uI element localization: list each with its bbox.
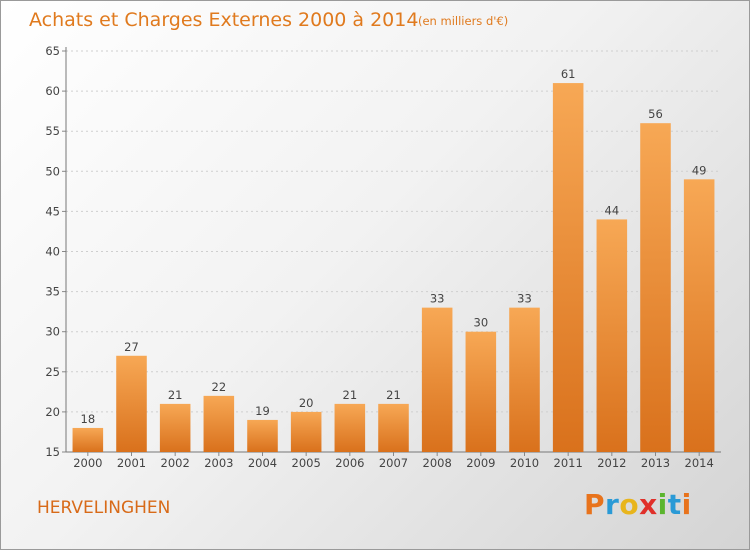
- x-tick-label: 2009: [466, 456, 495, 470]
- data-label: 18: [81, 412, 96, 426]
- y-tick-label: 40: [45, 245, 60, 259]
- y-tick-label: 60: [45, 84, 60, 98]
- bar-2014: [683, 179, 715, 452]
- proxiti-logo: Proxiti: [584, 488, 692, 521]
- y-tick-label: 35: [45, 285, 60, 299]
- y-tick-label: 25: [45, 365, 60, 379]
- bar-2000: [72, 427, 104, 452]
- x-tick-label: 2011: [554, 456, 583, 470]
- bar-2009: [465, 331, 497, 452]
- logo-letter: i: [681, 488, 692, 521]
- y-tick-label: 20: [45, 405, 60, 419]
- chart-subtitle: (en milliers d'€): [418, 14, 509, 28]
- logo-letter: x: [639, 488, 658, 521]
- bar-2003: [203, 395, 235, 452]
- data-label: 19: [255, 404, 270, 418]
- bar-2005: [290, 411, 322, 452]
- x-tick-label: 2012: [597, 456, 626, 470]
- data-label: 21: [386, 388, 401, 402]
- bar-2010: [509, 307, 540, 452]
- x-tick-label: 2001: [117, 456, 146, 470]
- chart-title: Achats et Charges Externes 2000 à 2014: [29, 9, 419, 31]
- x-tick-label: 2005: [292, 456, 321, 470]
- x-tick-label: 2004: [248, 456, 277, 470]
- bar-2004: [247, 419, 278, 452]
- data-label: 49: [692, 163, 707, 177]
- data-label: 22: [212, 380, 227, 394]
- logo-letter: o: [619, 488, 640, 521]
- x-tick-label: 2014: [685, 456, 714, 470]
- y-tick-label: 50: [45, 164, 60, 178]
- bar-2013: [640, 123, 671, 453]
- x-tick-label: 2013: [641, 456, 670, 470]
- bar-2007: [378, 403, 409, 452]
- bar-2012: [596, 219, 628, 452]
- y-tick-label: 45: [45, 204, 60, 218]
- x-tick-label: 2002: [161, 456, 190, 470]
- data-label: 56: [648, 107, 663, 121]
- data-label: 44: [605, 203, 620, 217]
- logo-letter: i: [657, 488, 668, 521]
- y-tick-label: 30: [45, 325, 60, 339]
- x-tick-label: 2008: [423, 456, 452, 470]
- x-tick-label: 2007: [379, 456, 408, 470]
- data-label: 21: [168, 388, 183, 402]
- data-label: 27: [124, 340, 139, 354]
- bar-2008: [421, 307, 453, 452]
- data-label: 33: [430, 292, 445, 306]
- data-label: 30: [474, 316, 489, 330]
- bar-2011: [552, 83, 584, 452]
- logo-letter: t: [667, 488, 682, 521]
- x-tick-label: 2010: [510, 456, 539, 470]
- logo-letter: P: [584, 488, 606, 521]
- x-tick-label: 2003: [204, 456, 233, 470]
- commune-name: HERVELINGHEN: [37, 498, 171, 518]
- y-tick-label: 15: [45, 445, 60, 459]
- x-tick-label: 2006: [335, 456, 364, 470]
- data-label: 20: [299, 396, 314, 410]
- bar-2006: [334, 403, 366, 452]
- logo-letter: r: [605, 488, 620, 521]
- data-label: 33: [517, 292, 532, 306]
- data-label: 21: [343, 388, 358, 402]
- bar-2001: [116, 355, 147, 452]
- data-label: 61: [561, 67, 576, 81]
- bar-2002: [159, 403, 191, 452]
- y-tick-label: 55: [45, 124, 60, 138]
- x-tick-label: 2000: [73, 456, 102, 470]
- y-tick-label: 65: [45, 44, 60, 58]
